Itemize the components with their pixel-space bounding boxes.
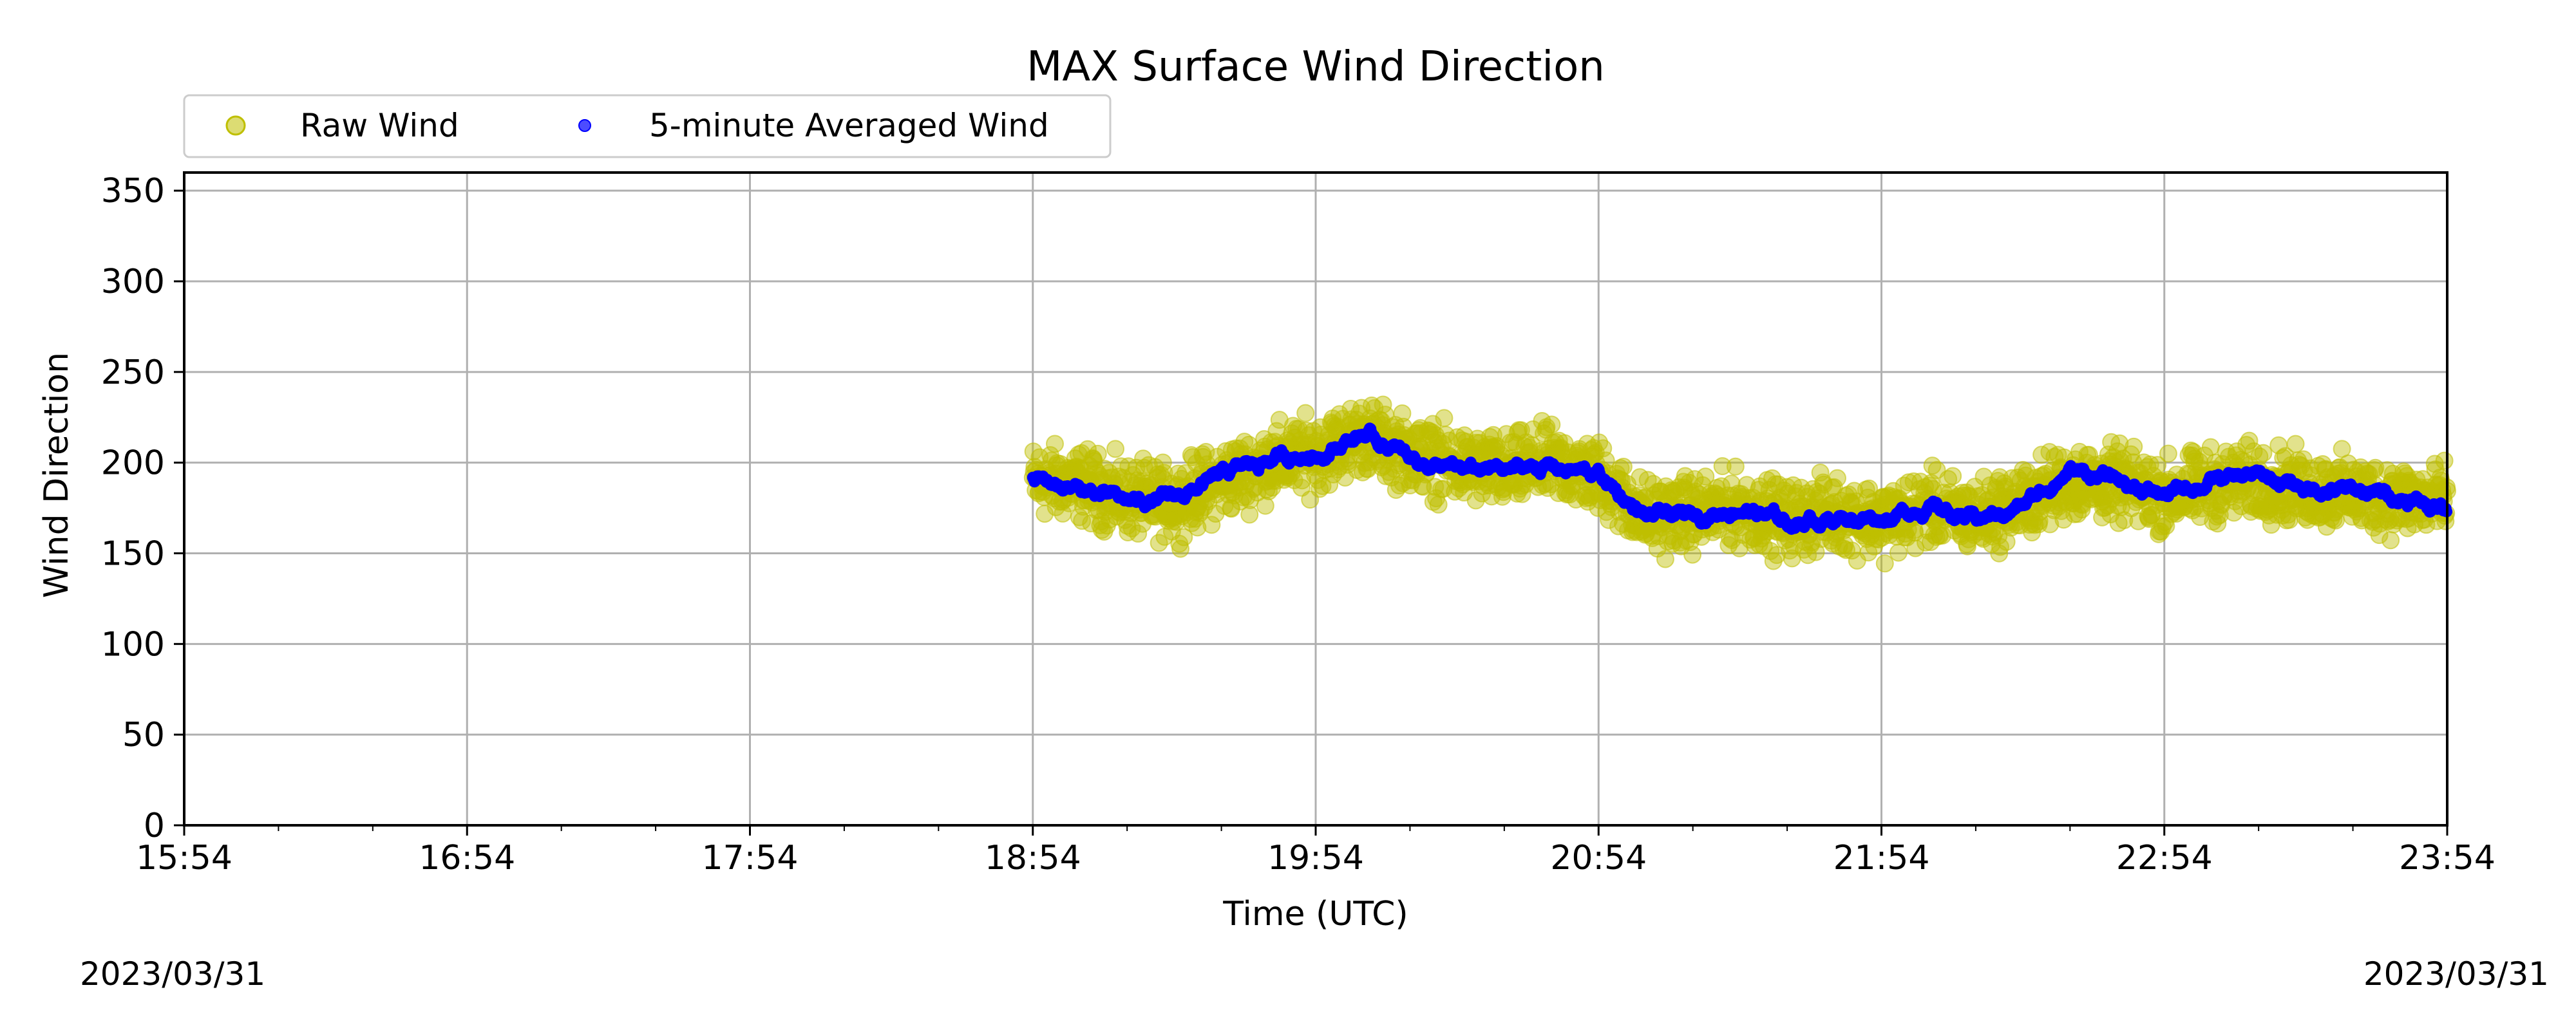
raw-wind-point [1188,518,1207,537]
raw-wind-point [1944,467,1962,485]
raw-wind-point [1889,543,1908,562]
raw-wind-point [2159,444,2177,463]
raw-wind-point [1806,543,1825,561]
raw-wind-point [1169,464,1188,483]
raw-wind-point [1719,536,1738,554]
start-date: 2023/03/31 [80,955,266,993]
y-tick-label: 200 [101,444,165,483]
x-tick-label: 16:54 [419,839,515,877]
raw-wind-point [1696,467,1715,486]
raw-wind-point [1129,524,1148,543]
legend-marker-averaged-wind [578,119,591,132]
legend-label-averaged-wind: 5-minute Averaged Wind [649,107,1049,144]
legend-label-raw-wind: Raw Wind [300,107,459,144]
y-tick-label: 350 [101,172,165,211]
x-tick-label: 19:54 [1267,839,1364,877]
raw-wind-point [2125,437,2143,456]
raw-wind-point [2254,444,2273,462]
y-tick-label: 250 [101,353,165,392]
y-tick-label: 50 [122,716,165,754]
raw-wind-point [1656,550,1674,568]
legend: Raw Wind 5-minute Averaged Wind [183,94,1112,158]
raw-wind-point [1423,415,1442,433]
raw-wind-point [1393,404,1412,423]
raw-wind-point [1171,539,1190,558]
raw-wind-point [1435,409,1454,427]
end-date: 2023/03/31 [2363,955,2549,993]
raw-wind-point [2286,435,2305,453]
y-axis: 0 50 100 150 200 250 300 350 [101,172,184,845]
x-tick-label: 18:54 [985,839,1081,877]
y-tick-label: 150 [101,535,165,574]
x-tick-label: 23:54 [2399,839,2496,877]
x-axis-label: Time (UTC) [1222,895,1408,933]
raw-wind-point [1777,478,1796,496]
raw-wind-point [1311,480,1329,498]
legend-marker-raw-wind [225,115,246,136]
x-tick-label: 17:54 [702,839,799,877]
raw-wind-point [1875,554,1894,573]
x-tick-label: 20:54 [1550,839,1647,877]
raw-wind-point [1429,495,1448,514]
raw-wind-point [2382,531,2400,550]
raw-wind-point [1713,457,1732,476]
raw-wind-series [1023,395,2456,573]
raw-wind-point [1088,444,1107,463]
raw-wind-point [1175,528,1193,547]
raw-wind-point [1202,516,1221,534]
raw-wind-point [1683,545,1702,564]
raw-wind-point [1240,505,1259,524]
raw-wind-point [1828,469,1846,487]
x-tick-label: 21:54 [1833,839,1930,877]
x-axis: 15:54 16:54 17:54 18:54 19:54 20:54 21:54 22:54… [136,825,2496,877]
raw-wind-point [1614,457,1633,476]
y-tick-label: 300 [101,263,165,301]
y-tick-label: 0 [144,807,165,845]
raw-wind-point [1537,418,1556,436]
raw-wind-point [1046,435,1065,453]
raw-wind-point [1542,415,1561,434]
raw-wind-point [1488,436,1506,455]
x-tick-label: 22:54 [2116,839,2213,877]
raw-wind-point [2201,438,2220,456]
raw-wind-point [1106,440,1125,458]
raw-wind-point [1296,404,1315,422]
chart-title: MAX Surface Wind Direction [1027,43,1605,91]
y-axis-label: Wind Direction [37,352,76,598]
raw-wind-point [1837,541,1856,559]
raw-wind-point [1860,479,1879,498]
raw-wind-point [1906,539,1925,557]
raw-wind-point [1726,457,1745,476]
y-tick-label: 100 [101,625,165,664]
raw-wind-point [1036,505,1054,523]
raw-wind-point [2435,451,2454,470]
